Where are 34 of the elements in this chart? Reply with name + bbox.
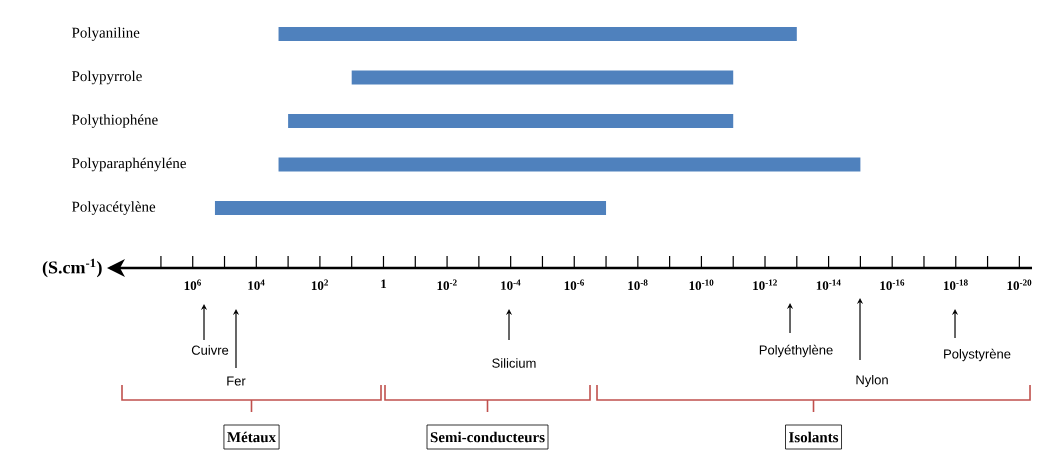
y-tick-label: Polyaniline [71, 27, 140, 41]
text: Isolants [789, 431, 839, 443]
x-tick-label: 10$^{6}$ [184, 279, 201, 291]
y-tick-label: Polyparaphényléne [71, 157, 186, 172]
bar [278, 157, 861, 172]
x-tick-label: 10$^{-14}$ [816, 279, 841, 290]
text: Nylon [856, 374, 888, 388]
x-tick-label: 10$^{-4}$ [501, 279, 521, 290]
x-tick-label: 10$^{-18}$ [944, 279, 968, 291]
x-tick-label: 10$^{2}$ [311, 279, 329, 291]
x-tick-label: 10$^{-16}$ [880, 279, 905, 291]
x-tick-label: 10$^{-2}$ [437, 279, 457, 291]
x-tick-label: 10$^{4}$ [248, 279, 265, 290]
x-tick-label: 10$^{-8}$ [628, 279, 648, 291]
text: Silicium [492, 358, 536, 368]
text: Polystyrène [944, 348, 1011, 362]
y-tick-label: Polythiophéne [71, 114, 158, 128]
x-tick-label: 10$^{-10}$ [689, 279, 714, 291]
text: Semi-conducteurs [430, 431, 545, 443]
bar [351, 70, 734, 85]
bar [278, 27, 797, 41]
text: Fer [227, 376, 246, 386]
text: Polyéthylène [759, 344, 833, 358]
text: Métaux [227, 431, 276, 443]
x-tick-label: 10$^{-12}$ [753, 279, 777, 291]
x-tick-label: 10$^{-6}$ [564, 279, 585, 291]
y-tick-label: Polypyrrole [71, 70, 142, 85]
bar [214, 201, 607, 215]
x-axis-title: (S.cm$^{-1}$) [42, 258, 102, 278]
x-tick-label: 1 [381, 279, 387, 289]
bar [288, 114, 734, 128]
y-tick-label: Polyacétylène [71, 201, 156, 215]
text: Cuivre [191, 345, 229, 355]
x-tick-label: 10$^{-20}$ [1007, 279, 1032, 291]
